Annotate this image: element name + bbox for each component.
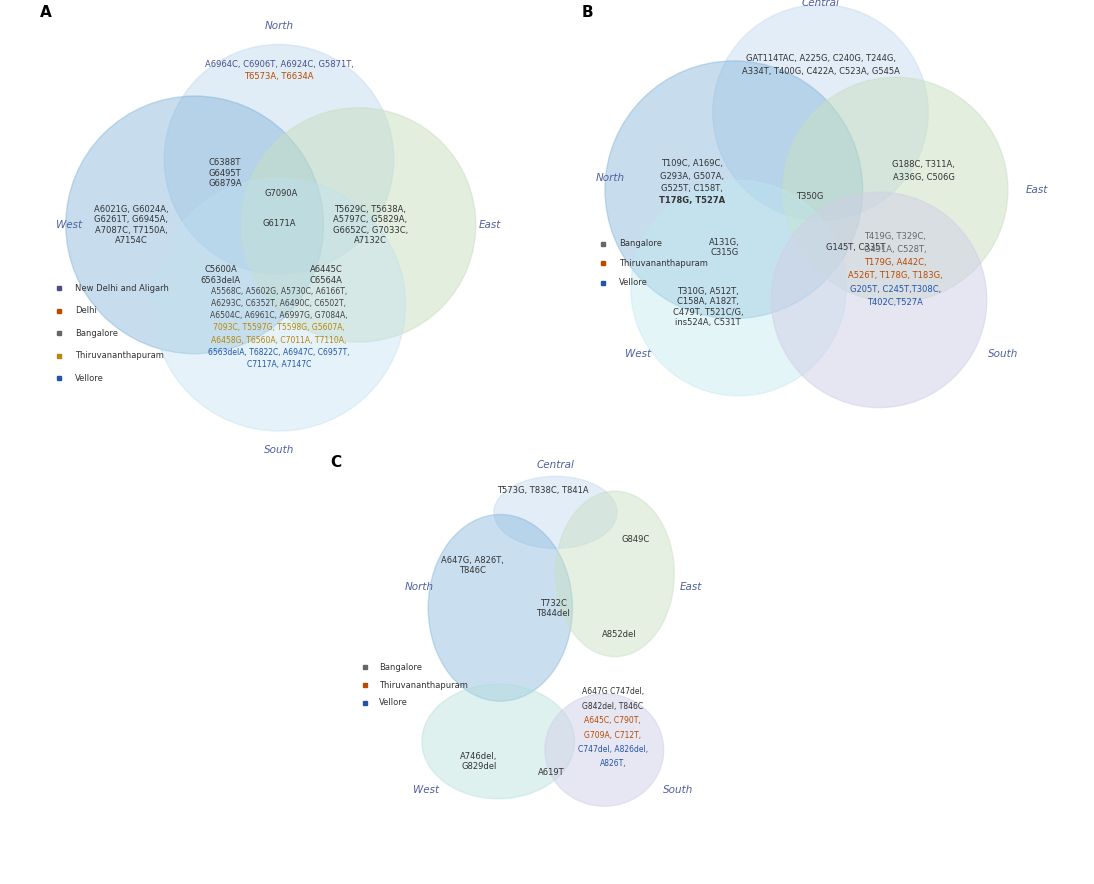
Text: GAT114TAC, A225G, C240G, T244G,: GAT114TAC, A225G, C240G, T244G,	[745, 54, 896, 63]
Ellipse shape	[422, 684, 574, 799]
Text: Vellore: Vellore	[380, 698, 408, 707]
Text: South: South	[988, 348, 1019, 359]
Text: Bangalore: Bangalore	[75, 329, 118, 338]
Text: New Delhi and Aligarh: New Delhi and Aligarh	[75, 284, 170, 293]
Circle shape	[631, 180, 847, 396]
Text: 6563delA, T6822C, A6947C, C6957T,: 6563delA, T6822C, A6947C, C6957T,	[208, 347, 350, 357]
Text: T402C,T527A: T402C,T527A	[868, 298, 923, 307]
Text: T310G, A512T,
C158A, A182T,
C479T, T521C/G,
ins524A, C531T: T310G, A512T, C158A, A182T, C479T, T521C…	[673, 286, 743, 327]
Circle shape	[164, 44, 394, 274]
Text: Thiruvananthapuram: Thiruvananthapuram	[380, 681, 468, 690]
Text: G709A, C712T,: G709A, C712T,	[584, 731, 641, 740]
Text: G205T, C245T,T308C,: G205T, C245T,T308C,	[850, 285, 941, 293]
Text: A647G, A826T,
T846C: A647G, A826T, T846C	[441, 556, 504, 575]
Circle shape	[242, 108, 476, 342]
Text: A6458G, T6560A, C7011A, T7110A,: A6458G, T6560A, C7011A, T7110A,	[211, 336, 347, 345]
Text: A826T,: A826T,	[600, 759, 626, 768]
Text: G849C: G849C	[622, 536, 650, 545]
Text: G188C, T311A,: G188C, T311A,	[892, 160, 955, 170]
Text: West: West	[57, 220, 82, 230]
Ellipse shape	[545, 694, 664, 806]
Ellipse shape	[556, 492, 674, 657]
Text: C747del, A826del,: C747del, A826del,	[578, 745, 648, 754]
Text: East: East	[1025, 185, 1048, 194]
Text: A334T, T400G, C422A, C523A, G545A: A334T, T400G, C422A, C523A, G545A	[742, 66, 899, 76]
Ellipse shape	[494, 476, 617, 548]
Text: South: South	[663, 785, 694, 796]
Text: A336G, C506G: A336G, C506G	[893, 172, 954, 181]
Text: A131G,
C315G: A131G, C315G	[709, 238, 740, 257]
Text: T178G, T527A: T178G, T527A	[659, 196, 724, 205]
Text: A852del: A852del	[602, 629, 637, 638]
Circle shape	[66, 96, 324, 354]
Text: T109C, A169C,: T109C, A169C,	[661, 159, 723, 169]
Text: A5568C, A5602G, A5730C, A6166T,: A5568C, A5602G, A5730C, A6166T,	[211, 287, 347, 296]
Text: G842del, T846C: G842del, T846C	[582, 702, 643, 711]
Circle shape	[712, 4, 929, 220]
Text: A6021G, G6024A,
G6261T, G6945A,
A7087C, T7150A,
A7154C: A6021G, G6024A, G6261T, G6945A, A7087C, …	[94, 205, 168, 245]
Text: G491A, C528T,: G491A, C528T,	[864, 245, 927, 255]
Text: B: B	[582, 4, 593, 19]
Text: G293A, G507A,: G293A, G507A,	[660, 171, 724, 180]
Text: A6964C, C6906T, A6924C, G5871T,: A6964C, C6906T, A6924C, G5871T,	[205, 60, 353, 69]
Ellipse shape	[428, 514, 572, 701]
Text: G7090A: G7090A	[265, 189, 298, 198]
Text: G525T, C158T,: G525T, C158T,	[661, 184, 723, 193]
Text: West: West	[625, 348, 651, 359]
Text: T419G, T329C,: T419G, T329C,	[864, 232, 927, 241]
Text: T6573A, T6634A: T6573A, T6634A	[244, 72, 314, 81]
Text: North: North	[405, 582, 434, 591]
Text: A647G C747del,: A647G C747del,	[582, 688, 644, 697]
Text: G6171A: G6171A	[263, 218, 295, 227]
Text: Bangalore: Bangalore	[380, 663, 422, 672]
Text: East: East	[680, 582, 702, 591]
Text: C7117A, A7147C: C7117A, A7147C	[247, 360, 311, 369]
Text: South: South	[264, 445, 294, 454]
Text: A645C, C790T,: A645C, C790T,	[584, 716, 641, 725]
Text: A: A	[40, 4, 51, 19]
Text: C: C	[330, 455, 341, 470]
Text: Thiruvananthapuram: Thiruvananthapuram	[619, 259, 708, 268]
Text: Central: Central	[536, 461, 574, 470]
Text: North: North	[595, 173, 625, 183]
Text: West: West	[414, 785, 439, 796]
Text: C6388T
G6495T
G6879A: C6388T G6495T G6879A	[208, 158, 242, 188]
Text: T350G: T350G	[796, 193, 824, 202]
Circle shape	[152, 178, 406, 431]
Circle shape	[605, 61, 863, 318]
Text: A6293C, C6352T, A6490C, C6502T,: A6293C, C6352T, A6490C, C6502T,	[211, 299, 347, 309]
Text: C5600A
6563delA: C5600A 6563delA	[200, 265, 241, 285]
Text: Bangalore: Bangalore	[619, 240, 662, 248]
Text: A526T, T178G, T183G,: A526T, T178G, T183G,	[848, 271, 943, 280]
Text: Central: Central	[802, 0, 839, 8]
Text: North: North	[265, 20, 293, 31]
Text: T179G, A442C,: T179G, A442C,	[864, 258, 927, 267]
Text: T5629C, T5638A,
A5797C, G5829A,
G6652C, G7033C,
A7132C: T5629C, T5638A, A5797C, G5829A, G6652C, …	[333, 205, 408, 245]
Text: A6504C, A6961C, A6997G, G7084A,: A6504C, A6961C, A6997G, G7084A,	[210, 311, 348, 320]
Text: A619T: A619T	[538, 767, 565, 776]
Text: Delhi: Delhi	[75, 306, 97, 315]
Circle shape	[771, 192, 987, 408]
Text: T573G, T838C, T841A: T573G, T838C, T841A	[497, 486, 589, 495]
Text: Vellore: Vellore	[75, 374, 104, 383]
Circle shape	[783, 77, 1008, 302]
Text: Thiruvananthapuram: Thiruvananthapuram	[75, 351, 164, 360]
Text: Vellore: Vellore	[619, 278, 648, 287]
Text: G145T, C335T: G145T, C335T	[826, 243, 885, 252]
Text: T732C
T844del: T732C T844del	[536, 599, 570, 619]
Text: A746del,
G829del: A746del, G829del	[461, 751, 498, 771]
Text: A6445C
C6564A: A6445C C6564A	[310, 265, 342, 285]
Text: East: East	[479, 220, 501, 230]
Text: 7093C, T5597G, T5598G, G5607A,: 7093C, T5597G, T5598G, G5607A,	[213, 324, 345, 332]
